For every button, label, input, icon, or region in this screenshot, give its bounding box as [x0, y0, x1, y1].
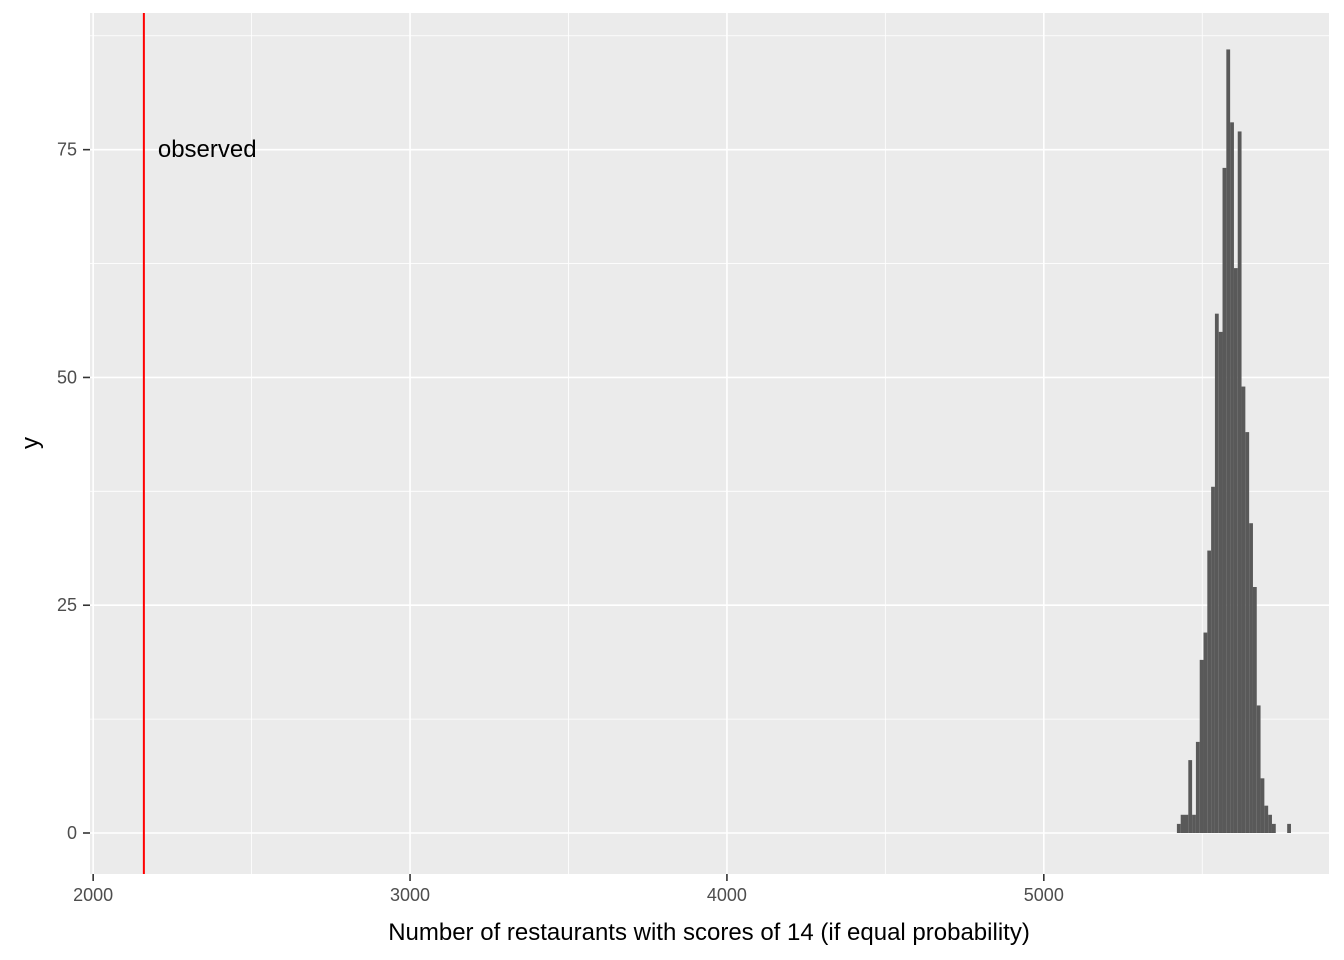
x-tick-label: 5000: [1024, 885, 1064, 905]
y-tick-label: 50: [57, 367, 77, 387]
histogram-bar: [1176, 823, 1181, 833]
y-tick-label: 75: [57, 140, 77, 160]
histogram-bar: [1268, 814, 1272, 833]
histogram-bar: [1264, 805, 1269, 833]
histogram-bar: [1256, 705, 1261, 833]
major-gridlines: [90, 13, 1329, 874]
histogram-bar: [1180, 814, 1185, 833]
x-axis-title: Number of restaurants with scores of 14 …: [388, 919, 1030, 946]
histogram-bars: [1176, 49, 1291, 834]
x-axis: 2000 3000 4000 5000: [73, 874, 1064, 905]
histogram-bar: [1271, 823, 1276, 833]
histogram-bar: [1214, 313, 1219, 834]
histogram-bar: [1218, 331, 1223, 833]
y-axis-title: y: [17, 437, 44, 449]
histogram-bar: [1241, 386, 1246, 833]
histogram-bar: [1230, 122, 1234, 834]
histogram-bar: [1249, 523, 1253, 833]
histogram-bar: [1226, 49, 1231, 833]
histogram-bar: [1199, 659, 1204, 833]
y-tick-label: 0: [67, 823, 77, 843]
observed-label: observed: [158, 136, 257, 163]
histogram-bar: [1203, 632, 1208, 833]
histogram-bar: [1233, 268, 1238, 834]
y-axis: 0 25 50 75: [57, 140, 90, 843]
histogram-bar: [1260, 778, 1265, 833]
x-tick-label: 2000: [73, 885, 113, 905]
x-tick-label: 4000: [707, 885, 747, 905]
histogram-bar: [1195, 741, 1200, 833]
histogram-bar: [1252, 587, 1257, 833]
histogram-bar: [1237, 131, 1242, 833]
histogram-bar: [1222, 167, 1227, 833]
histogram-bar: [1192, 814, 1196, 833]
histogram-bar: [1245, 432, 1250, 833]
observed-reference-line: observed: [142, 13, 257, 874]
x-tick-label: 3000: [390, 885, 430, 905]
y-tick-label: 25: [57, 595, 77, 615]
histogram-bar: [1184, 814, 1189, 833]
minor-gridlines: [90, 13, 1329, 874]
plot-panel: [90, 13, 1329, 874]
histogram-bar: [1188, 760, 1193, 833]
histogram-bar: [1211, 486, 1215, 833]
histogram-bar: [1207, 550, 1212, 833]
histogram-bar: [1287, 823, 1291, 833]
